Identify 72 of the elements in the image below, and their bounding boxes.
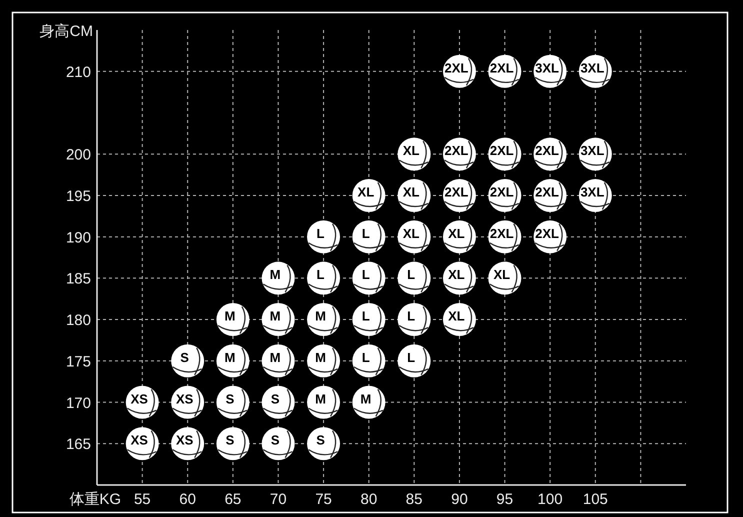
annotation: XS xyxy=(176,432,194,448)
annotation: 3XL xyxy=(580,60,604,76)
annotation: L xyxy=(316,267,325,282)
annotation: S xyxy=(270,391,280,406)
annotation: 3XL xyxy=(535,60,559,76)
annotation: L xyxy=(362,350,370,365)
annotation: XS xyxy=(176,391,194,406)
y-tick-label: 165 xyxy=(66,436,91,454)
x-tick-label: 90 xyxy=(451,491,468,508)
x-tick-label: 75 xyxy=(315,491,332,508)
annotation: L xyxy=(362,226,370,241)
annotation: M xyxy=(224,308,236,324)
annotation: XL xyxy=(493,267,510,282)
annotation: XL xyxy=(402,184,420,200)
annotation: L xyxy=(407,350,416,365)
annotation: S xyxy=(316,432,325,448)
y-tick-label: 180 xyxy=(66,312,91,330)
annotation: L xyxy=(407,308,416,324)
annotation: M xyxy=(315,350,326,365)
annotation: M xyxy=(315,391,326,406)
annotation: 2XL xyxy=(490,60,514,76)
annotation: 2XL xyxy=(490,143,514,158)
xlabel: 体重KG xyxy=(69,491,121,508)
annotation: L xyxy=(316,226,325,241)
annotation: XS xyxy=(130,432,148,448)
annotation: XL xyxy=(402,143,420,158)
annotation: 3XL xyxy=(580,184,604,200)
annotation: L xyxy=(362,308,370,324)
annotation: XL xyxy=(448,308,465,324)
annotation: M xyxy=(270,308,281,324)
x-tick-label: 95 xyxy=(496,491,514,508)
y-tick-label: 200 xyxy=(66,146,91,164)
x-tick-label: 85 xyxy=(406,491,422,508)
annotation: L xyxy=(362,267,370,282)
annotation: XL xyxy=(448,267,465,282)
y-tick-label: 170 xyxy=(66,394,91,412)
annotation: S xyxy=(226,391,234,406)
annotation: L xyxy=(407,267,416,282)
x-tick-label: 105 xyxy=(582,491,608,508)
annotation: 2XL xyxy=(535,143,559,158)
annotation: M xyxy=(270,267,281,282)
ylabel: 身高CM xyxy=(40,23,93,40)
annotation: M xyxy=(360,391,372,406)
y-tick-label: 195 xyxy=(66,188,91,205)
annotation: M xyxy=(270,350,281,365)
annotation: XL xyxy=(402,226,420,241)
y-tick-label: 190 xyxy=(66,229,91,246)
annotation: S xyxy=(180,350,189,365)
x-tick-label: 65 xyxy=(224,491,242,508)
annotation: 3XL xyxy=(580,143,604,158)
annotation: 2XL xyxy=(535,226,559,241)
annotation: M xyxy=(224,350,236,365)
x-tick-label: 70 xyxy=(270,491,287,508)
annotation: 2XL xyxy=(535,184,559,200)
y-tick-label: 175 xyxy=(66,353,91,370)
annotation: XS xyxy=(130,391,148,406)
annotation: M xyxy=(315,308,326,324)
y-tick-label: 210 xyxy=(66,64,91,81)
x-tick-label: 80 xyxy=(360,491,378,508)
annotation: 2XL xyxy=(444,143,468,158)
annotation: 2XL xyxy=(490,184,514,200)
x-tick-label: 55 xyxy=(134,491,151,508)
x-tick-label: 60 xyxy=(179,491,196,508)
annotation: 2XL xyxy=(444,60,468,76)
annotation: 2XL xyxy=(444,184,468,200)
annotation: S xyxy=(270,432,280,448)
annotation: S xyxy=(226,432,234,448)
annotation: XL xyxy=(358,184,374,200)
x-tick-label: 100 xyxy=(538,491,563,508)
annotation: 2XL xyxy=(490,226,514,241)
y-tick-label: 185 xyxy=(66,270,91,288)
annotation: XL xyxy=(448,226,465,241)
